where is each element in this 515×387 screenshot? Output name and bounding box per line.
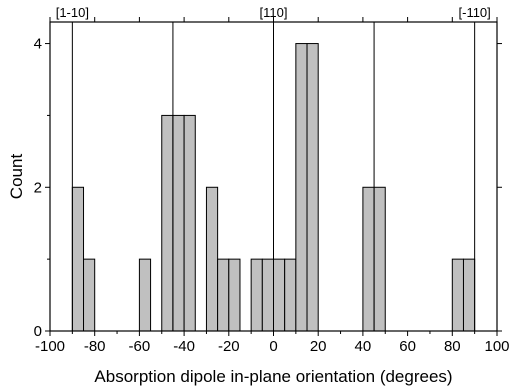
x-tick-label: -100 (35, 338, 65, 355)
histogram-bar (306, 43, 319, 332)
x-tick-label: -60 (129, 338, 151, 355)
histogram-bar (83, 258, 96, 332)
histogram-bar (462, 258, 476, 332)
x-axis-title: Absorption dipole in-plane orientation (… (94, 367, 452, 386)
x-tick-label: -80 (84, 338, 106, 355)
y-tick-label: 4 (34, 36, 42, 53)
x-tick-label: -20 (218, 338, 240, 355)
histogram-bar (261, 258, 275, 332)
x-tick-label: 100 (484, 338, 509, 355)
x-tick-label: 80 (444, 338, 461, 355)
reference-line-label: [110] (260, 5, 288, 20)
histogram-bar (228, 258, 241, 332)
y-tick-label: 0 (34, 323, 42, 340)
x-tick-label: -40 (173, 338, 195, 355)
histogram-bar (205, 186, 219, 332)
x-tick-label: 60 (399, 338, 416, 355)
top-labels-layer: [1-10] [110] [-110] (56, 5, 491, 20)
histogram-bar (172, 114, 185, 332)
histogram-bar (373, 186, 386, 332)
y-axis-title: Count (7, 154, 26, 200)
reference-line-label: [-110] (459, 5, 491, 20)
histogram-bar (250, 258, 263, 332)
histogram-bar (273, 258, 286, 332)
histogram-bar (217, 258, 230, 332)
reference-lines-layer (71, 22, 476, 331)
histogram-bar (295, 43, 308, 332)
reference-line-label: [1-10] (56, 5, 89, 20)
histogram-bar (138, 258, 152, 332)
x-tick-label: 0 (269, 338, 277, 355)
histogram-bar (362, 186, 375, 332)
ticks-layer: -100 -80 -60 -40 -20 0 20 40 60 80 100 0 2 4 (34, 17, 510, 355)
histogram-bar (451, 258, 464, 332)
bars-layer (71, 43, 476, 332)
x-tick-label: 20 (310, 338, 327, 355)
x-tick-label: 40 (355, 338, 372, 355)
histogram-bar (183, 114, 196, 332)
y-tick-label: 2 (34, 179, 42, 196)
histogram-bar (71, 186, 85, 332)
histogram-bar (161, 114, 174, 332)
histogram-bar (284, 258, 297, 332)
